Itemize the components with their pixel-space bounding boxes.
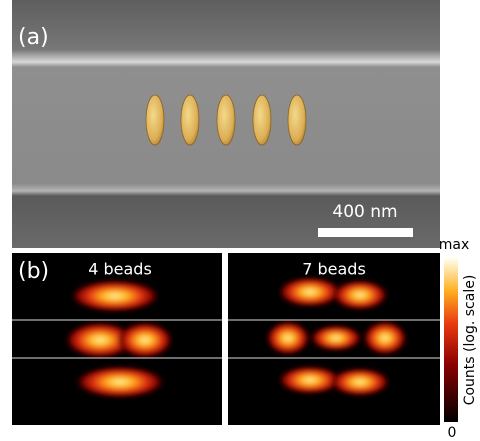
panel-label: (b)	[18, 259, 49, 284]
colorbar-min: 0	[448, 425, 457, 441]
colorbar-max: max	[439, 237, 470, 253]
figure: (a) 400 nm (b) 4 beads 7 beads max 0 Cou…	[0, 0, 480, 441]
heatmap-title: 7 beads	[302, 260, 366, 279]
panel-label: (a)	[18, 25, 49, 50]
heatmap-title: 4 beads	[88, 260, 152, 279]
scale-bar	[318, 228, 413, 237]
colorbar-label: Counts (log. scale)	[462, 275, 478, 406]
scale-bar-label: 400 nm	[332, 202, 397, 222]
colorbar	[444, 258, 458, 422]
